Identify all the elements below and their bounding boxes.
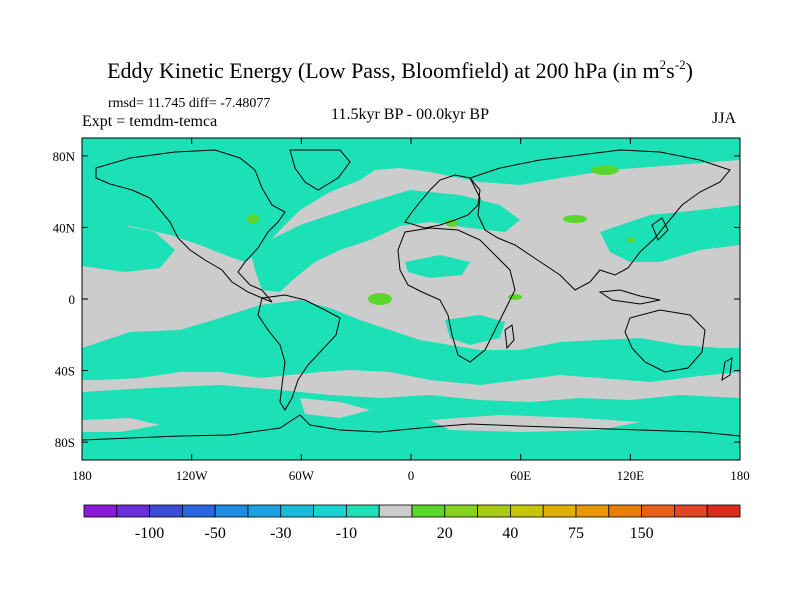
lat-tick-label: 40S	[55, 364, 75, 379]
lat-tick-label: 40N	[53, 220, 76, 235]
colorbar-swatch	[181, 504, 216, 518]
positive-region	[563, 215, 587, 223]
negative-region	[405, 255, 470, 278]
negative-region	[250, 190, 520, 292]
positive-patches	[247, 165, 635, 305]
colorbar-swatch	[477, 504, 511, 518]
negative-region	[82, 138, 740, 152]
coastlines	[81, 149, 741, 441]
positive-region	[591, 165, 619, 175]
colorbar-swatch	[83, 504, 118, 518]
anomaly-fields	[82, 138, 740, 460]
neutral-region	[300, 398, 370, 418]
positive-region	[368, 293, 392, 305]
lon-tick-label: 180	[730, 468, 750, 483]
coastline-madagascar	[504, 324, 515, 350]
colorbar-label: -30	[270, 525, 291, 542]
negative-region	[82, 300, 740, 385]
lon-tick-label: 120W	[176, 468, 209, 483]
colorbar-label: 20	[437, 525, 453, 542]
negative-region	[82, 385, 740, 460]
colorbar-swatch	[149, 504, 183, 518]
lat-tick-label: 80S	[55, 435, 75, 450]
lon-tick-label: 180	[72, 468, 92, 483]
coastline-indonesia	[598, 289, 661, 305]
colorbar-label: 75	[568, 525, 584, 542]
positive-region	[627, 237, 635, 243]
season-label: JJA	[712, 110, 737, 127]
colorbar-swatch	[641, 504, 675, 518]
lon-tick-label: 120E	[617, 468, 645, 483]
colorbar-label: 40	[502, 525, 518, 542]
negative-region	[82, 150, 740, 262]
negative-region	[600, 205, 740, 262]
colorbar-swatch	[345, 504, 380, 518]
negative-region	[445, 315, 505, 345]
colorbar-swatch	[411, 504, 446, 518]
negative-region	[82, 225, 175, 272]
coastline-new-zealand	[721, 357, 733, 382]
map-axes: 80N 40N 0 40S 80S 180 120W 60W 0 60E 120E 180	[53, 138, 750, 483]
coastline-australia	[624, 309, 706, 373]
coastline-europe	[404, 174, 481, 229]
lon-tick-label: 60E	[510, 468, 531, 483]
colorbar-labels: -100 -50 -30 -10 20 40 75 150	[135, 525, 654, 542]
lat-tick-label: 80N	[53, 149, 76, 164]
coastline-africa	[397, 227, 516, 363]
coastline-japan	[651, 217, 669, 241]
neutral-region	[82, 418, 160, 432]
figure-title: Eddy Kinetic Energy (Low Pass, Bloomfiel…	[107, 57, 693, 83]
lat-tick-label: 0	[69, 292, 76, 307]
colorbar-label: -100	[135, 525, 164, 542]
colorbar-swatch	[706, 504, 741, 518]
experiment-label: Expt = temdm-temca	[82, 113, 218, 130]
colorbar-swatch	[313, 504, 347, 518]
map-panel: 80N 40N 0 40S 80S 180 120W 60W 0 60E 120E 180	[53, 137, 750, 483]
stats-text: rmsd= 11.745 diff= -7.48077	[108, 96, 271, 111]
colorbar-swatch	[214, 504, 249, 518]
colorbar-swatches	[83, 504, 741, 518]
period-label: 11.5kyr BP - 00.0kyr BP	[331, 106, 489, 123]
positive-region	[508, 294, 522, 300]
colorbar-label: -10	[336, 525, 357, 542]
lon-tick-label: 60W	[289, 468, 315, 483]
coastline-asia	[469, 149, 731, 291]
colorbar-label: 150	[630, 525, 654, 542]
positive-region	[247, 214, 259, 224]
colorbar-swatch	[116, 504, 151, 518]
colorbar-swatch	[378, 504, 413, 518]
colorbar-label: -50	[205, 525, 226, 542]
colorbar-swatch	[444, 504, 478, 518]
colorbar-swatch	[247, 504, 282, 518]
coastline-south-america	[257, 294, 341, 411]
colorbar-swatch	[674, 504, 708, 518]
colorbar-swatch	[280, 504, 314, 518]
colorbar-swatch	[542, 504, 577, 518]
coastline-north-america	[95, 149, 286, 303]
coastline-antarctica	[81, 414, 741, 441]
colorbar-swatch	[509, 504, 544, 518]
lon-tick-label: 0	[408, 468, 415, 483]
coastline-greenland	[289, 149, 351, 191]
colorbar: -100 -50 -30 -10 20 40 75 150	[83, 504, 741, 542]
colorbar-swatch	[575, 504, 610, 518]
colorbar-swatch	[608, 504, 642, 518]
positive-region	[446, 219, 458, 227]
